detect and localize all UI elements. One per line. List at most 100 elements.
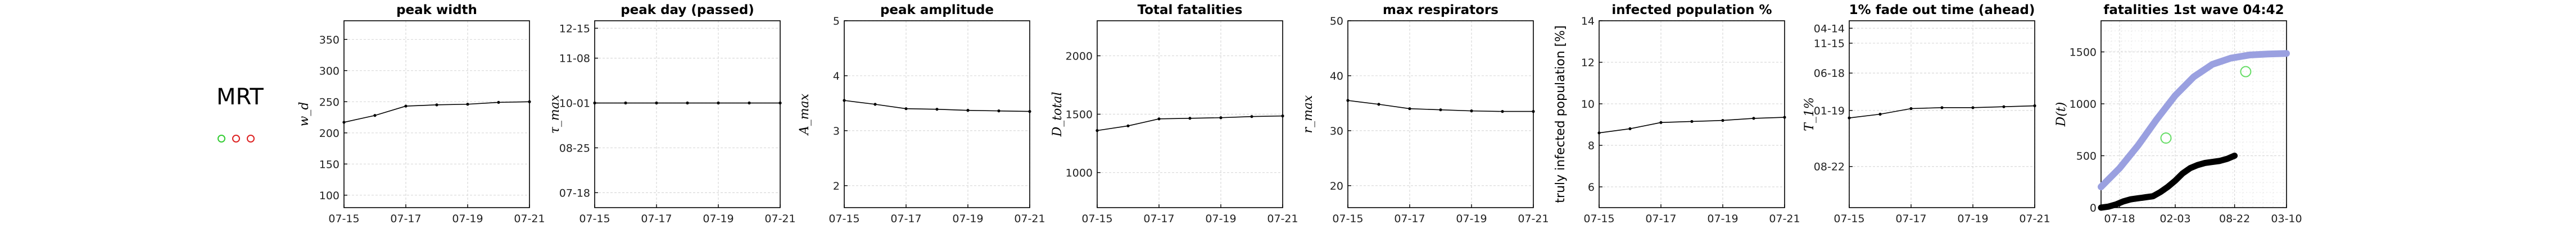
data-point (1690, 120, 1694, 123)
y-tick-label: 500 (2076, 150, 2097, 163)
x-tick-label: 07-19 (952, 213, 983, 225)
data-point (1439, 108, 1442, 112)
x-tick-label: 07-19 (452, 213, 483, 225)
data-point (717, 101, 720, 105)
data-point (1157, 117, 1161, 121)
data-point (1501, 110, 1504, 113)
y-tick-label: 10-01 (559, 98, 590, 110)
panel-title: peak width (396, 3, 477, 17)
series-line (1599, 117, 1785, 134)
country-markers (218, 135, 285, 146)
data-point (686, 101, 689, 105)
data-point (873, 103, 877, 106)
y-tick-label: 350 (319, 34, 339, 46)
panel-7: fatalities 1st wave 04:42 0 500 1000 1500 07-… (2054, 3, 2302, 225)
y-tick-label: 11-08 (559, 53, 590, 65)
panel-title: 1% fade out time (ahead) (1849, 3, 2035, 17)
y-tick-label: 200 (319, 127, 339, 140)
panel-title: peak day (passed) (621, 3, 754, 17)
x-tick-label: 07-17 (1645, 213, 1676, 225)
y-tick-label: 06-18 (1814, 67, 1845, 80)
y-tick-label: 10 (1581, 98, 1595, 111)
x-tick-label: 07-21 (1769, 213, 1800, 225)
x-tick-label: 07-19 (1957, 213, 1988, 225)
data-point (1628, 127, 1632, 130)
x-tick-label: 07-19 (703, 213, 734, 225)
y-tick-label: 30 (1330, 125, 1343, 137)
data-point (1126, 124, 1130, 127)
panel-3: Total fatalities 1000 1500 2000 07-15 07-17 07… (1051, 3, 1298, 225)
data-point (1408, 107, 1411, 111)
data-point (1188, 117, 1192, 120)
panel-title: infected population % (1611, 3, 1772, 17)
y-tick-label: 1500 (2070, 47, 2097, 59)
panel-title: fatalities 1st wave 04:42 (2103, 3, 2284, 17)
x-tick-label: 07-18 (2104, 213, 2135, 225)
x-tick-label: 08-22 (2219, 213, 2250, 225)
data-point (1848, 116, 1851, 120)
data-point (1470, 109, 1473, 113)
data-point (935, 108, 939, 111)
axes-frame (1347, 20, 1534, 208)
y-tick-label: 300 (319, 65, 339, 77)
data-point (373, 114, 377, 117)
data-point (1532, 110, 1535, 113)
y-tick-label: 2000 (1066, 50, 1093, 62)
y-axis-label: truly infected population [%] (1554, 25, 1568, 203)
y-tick-label: 04-14 (1814, 22, 1845, 35)
data-point (528, 100, 531, 103)
x-tick-label: 07-17 (1394, 213, 1425, 225)
axes-frame (1599, 20, 1785, 208)
y-tick-label: 4 (833, 70, 840, 82)
y-tick-label: 01-19 (1814, 105, 1845, 117)
data-point (997, 109, 1000, 113)
y-tick-label: 8 (1588, 140, 1595, 152)
data-point (1909, 107, 1913, 111)
x-tick-label: 07-17 (1895, 213, 1926, 225)
country-marker-1 (232, 135, 240, 143)
country-marker-2 (247, 135, 255, 143)
x-tick-label: 07-21 (764, 213, 795, 225)
data-point (1250, 115, 1253, 118)
y-tick-label: 150 (319, 158, 339, 171)
series-line-1 (2098, 153, 2238, 211)
data-point (1028, 110, 1031, 113)
x-tick-label: 07-21 (514, 213, 545, 225)
y-tick-label: 3 (833, 125, 840, 137)
y-axis-label: w_d (297, 102, 311, 127)
panel-title: Total fatalities (1138, 3, 1243, 17)
data-point (1597, 131, 1601, 135)
data-point (1281, 114, 1284, 118)
data-point (748, 101, 751, 105)
y-tick-label: 5 (833, 15, 840, 27)
series-line-0 (2098, 50, 2290, 190)
y-tick-label: 07-18 (559, 187, 590, 199)
data-point (497, 100, 500, 104)
x-tick-label: 07-19 (1707, 213, 1738, 225)
panel-1: peak day (passed) 07-18 08-25 10-01 11-08 12-… (548, 3, 796, 225)
data-point (843, 99, 846, 102)
x-tick-label: 07-21 (1014, 213, 1045, 225)
x-tick-label: 07-19 (1456, 213, 1487, 225)
y-axis-label: T_1% (1803, 97, 1817, 131)
y-tick-label: 0 (2090, 202, 2097, 214)
panel-6: 1% fade out time (ahead) 08-22 01-19 06-18 1… (1803, 3, 2050, 225)
data-point (1659, 121, 1663, 124)
data-point (1752, 117, 1755, 120)
y-tick-label: 6 (1588, 181, 1595, 194)
x-tick-label: 07-21 (1267, 213, 1298, 225)
data-point (1878, 112, 1882, 116)
data-point (2033, 104, 2036, 108)
x-tick-label: 07-17 (890, 213, 921, 225)
data-point (404, 104, 408, 108)
y-tick-label: 100 (319, 190, 339, 202)
y-tick-label: 40 (1330, 70, 1343, 82)
y-tick-label: 12-15 (559, 22, 590, 35)
data-point (904, 107, 908, 111)
axes-frame (844, 20, 1030, 208)
x-tick-label: 07-17 (641, 213, 672, 225)
panel-4: max respirators 20 30 40 50 07-15 07-17 07-19 07… (1301, 3, 1549, 225)
data-point (342, 121, 346, 124)
y-tick-label: 50 (1330, 15, 1343, 27)
